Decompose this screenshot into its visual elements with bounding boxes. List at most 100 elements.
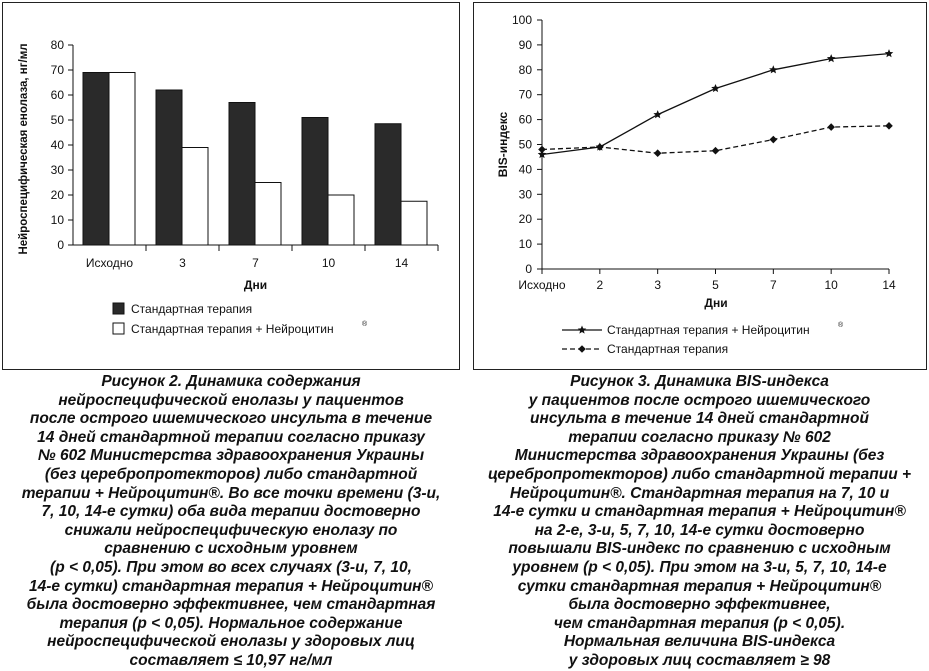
caption-line: на 2-е, 3-и, 5, 7, 10, 14-е сутки достов… <box>534 521 865 539</box>
y-tick-label: 30 <box>51 163 65 177</box>
data-point-neurocitin <box>653 110 662 119</box>
bar-standard <box>374 123 402 246</box>
y-tick-label: 60 <box>519 113 533 127</box>
y-tick-label: 20 <box>51 188 65 202</box>
y-tick-label: 0 <box>57 238 64 252</box>
y-tick-label: 50 <box>51 113 65 127</box>
caption-line: у здоровых лиц составляет ≥ 98 <box>568 651 831 669</box>
x-tick-label: 2 <box>596 278 603 292</box>
caption-line: была достоверно эффективнее, чем стандар… <box>26 596 436 614</box>
x-tick-label: 10 <box>824 278 838 292</box>
y-tick-label: 0 <box>525 262 532 276</box>
caption-line: церебропротекторов) либо стандартной тер… <box>487 465 912 483</box>
legend-marker-star <box>577 325 587 334</box>
figure-2-panel: 0 10 20 30 40 50 60 70 80 Исходно 3 7 10 14 Дни Нейросп… <box>2 2 460 370</box>
y-tick-label: 80 <box>51 38 65 52</box>
caption-line: инсульта в течение 14 дней стандартной <box>530 410 869 428</box>
data-point-standard <box>596 143 604 151</box>
caption-line: терапии + Нейроцитин®. Во все точки врем… <box>21 484 441 502</box>
bar-standard <box>228 102 256 246</box>
y-tick-label: 20 <box>519 212 533 226</box>
caption-line: терапия (p < 0,05). Нормальное содержани… <box>59 614 403 632</box>
y-tick-label: 10 <box>519 237 533 251</box>
data-point-neurocitin <box>711 84 720 93</box>
y-tick-label: 70 <box>519 88 533 102</box>
y-tick-label: 30 <box>519 187 533 201</box>
caption-line: 14-е сутки) стандартная терапия + Нейроц… <box>29 577 433 595</box>
data-point-standard <box>653 149 662 158</box>
y-axis-title: Нейроспецифическая енолаза, нг/мл <box>18 43 30 254</box>
y-tick-label: 40 <box>519 162 533 176</box>
caption-line: терапии согласно приказу № 602 <box>568 428 831 446</box>
data-point-standard <box>538 145 546 154</box>
y-tick-label: 100 <box>512 13 532 27</box>
figure-3-caption: Рисунок 3. Динамика BIS-индекса у пациент… <box>470 373 929 671</box>
x-tick-label: 3 <box>654 278 661 292</box>
caption-line: после острого ишемического инсульта в те… <box>29 410 433 428</box>
legend-label: Стандартная терапия + Нейроцитин <box>607 323 810 337</box>
caption-line: 14-е сутки и стандартная терапия + Нейро… <box>493 503 906 521</box>
x-tick-label: 3 <box>179 256 186 270</box>
caption-line: Рисунок 3. Динамика BIS-индекса <box>570 373 829 390</box>
data-point-neurocitin <box>769 65 778 74</box>
caption-line: Рисунок 2. Динамика содержания <box>101 373 361 390</box>
x-tick-label: 7 <box>252 256 259 270</box>
x-tick-label: 7 <box>770 278 777 292</box>
data-point-neurocitin <box>826 54 836 63</box>
x-tick-label: 10 <box>322 256 336 270</box>
legend-swatch <box>112 322 125 335</box>
caption-line: повышали BIS-индекс по сравнению с исход… <box>508 540 891 558</box>
figure-2-caption: Рисунок 2. Динамика содержания нейроспеци… <box>0 373 462 671</box>
bar-standard <box>82 72 110 246</box>
caption-line: нейроспецифической енолазы у пациентов <box>58 391 404 409</box>
bar-chart: 0 10 20 30 40 50 60 70 80 Исходно 3 7 10 14 Дни Нейросп… <box>18 38 439 336</box>
figure-3-panel: 0 10 20 30 40 50 60 70 80 90 100 Исходно 2 3 5 7 10 14 Дни… <box>473 2 927 370</box>
caption-line: 14 дней стандартной терапии согласно при… <box>37 428 425 446</box>
legend-label: Стандартная терапия <box>131 302 252 316</box>
bar-standard <box>155 89 183 246</box>
caption-line: Министерства здравоохранения Украины (бе… <box>514 447 885 465</box>
legend-swatch <box>112 302 125 315</box>
caption-line: сутки стандартная терапия + Нейроцитин® <box>517 577 882 595</box>
y-tick-label: 80 <box>519 63 533 77</box>
x-tick-label: Исходно <box>518 278 566 292</box>
data-point-standard <box>827 123 835 131</box>
bar-neurocitin <box>108 72 136 246</box>
y-tick-label: 90 <box>519 38 533 52</box>
registered-mark: ® <box>362 320 368 328</box>
caption-line: составляет ≤ 10,97 нг/мл <box>129 651 333 669</box>
registered-mark: ® <box>838 321 844 329</box>
x-axis-title: Дни <box>244 278 267 292</box>
caption-line: была достоверно эффективнее, <box>568 596 831 614</box>
x-axis-title: Дни <box>704 296 727 310</box>
caption-line: снижали нейроспецифическую енолазу по <box>64 521 398 539</box>
x-tick-label: 5 <box>712 278 719 292</box>
y-tick-label: 60 <box>51 88 65 102</box>
caption-line: № 602 Министерства здравоохранения Украи… <box>37 447 425 465</box>
caption-line: 7, 10, 14-е сутки) оба вида терапии дост… <box>41 503 421 521</box>
caption-line: уровнем (p < 0,05). При этом на 3-и, 5, … <box>512 558 887 576</box>
data-point-standard <box>885 122 893 130</box>
series-line-neurocitin <box>541 52 890 156</box>
caption-line: (без церебропротекторов) либо стандартно… <box>44 465 418 483</box>
legend-label: Стандартная терапия + Нейроцитин <box>131 322 334 336</box>
caption-line: у пациентов после острого ишемического <box>528 391 871 409</box>
bar-neurocitin <box>327 194 355 246</box>
x-tick-label: 14 <box>882 278 896 292</box>
y-tick-label: 50 <box>519 138 533 152</box>
bar-neurocitin <box>181 147 209 246</box>
caption-line: Нейроцитин®. Стандартная терапия на 7, 1… <box>509 484 890 502</box>
data-point-standard <box>711 146 720 155</box>
legend-label: Стандартная терапия <box>607 342 728 356</box>
caption-line: (p < 0,05). При этом во всех случаях (3-… <box>50 558 412 576</box>
bar-neurocitin <box>254 182 282 246</box>
bar-neurocitin <box>400 200 428 246</box>
x-tick-label: Исходно <box>86 256 134 270</box>
line-chart: 0 10 20 30 40 50 60 70 80 90 100 Исходно 2 3 5 7 10 14 Дни… <box>496 13 896 356</box>
legend-marker-diamond <box>578 345 586 353</box>
caption-line: чем стандартная терапия (p < 0,05). <box>553 614 846 632</box>
caption-line: Нормальная величина BIS-индекса <box>563 633 836 651</box>
x-tick-label: 14 <box>395 256 409 270</box>
bar-standard <box>301 117 329 246</box>
y-tick-label: 40 <box>51 138 65 152</box>
